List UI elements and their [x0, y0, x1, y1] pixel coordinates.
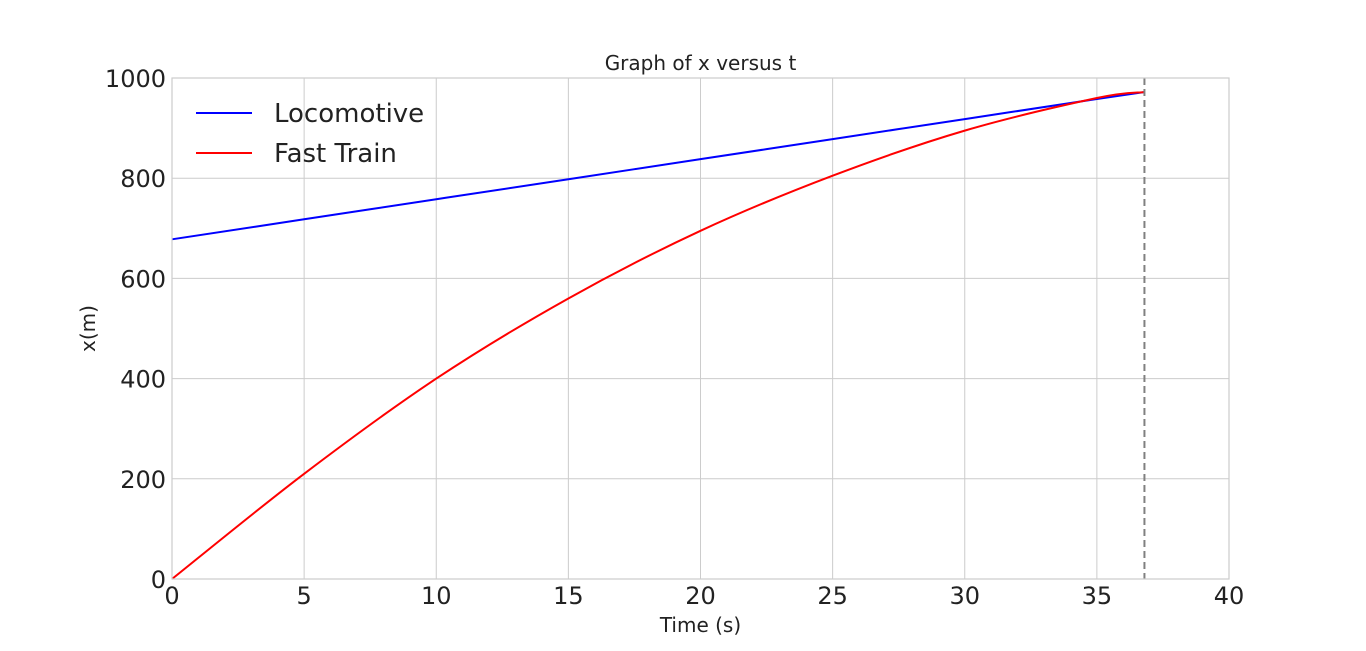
fast-train-line [171, 91, 1145, 580]
x-tick-label: 30 [949, 582, 980, 610]
x-tick-label: 35 [1082, 582, 1113, 610]
x-tick-label: 0 [164, 582, 179, 610]
chart-title: Graph of x versus t [605, 51, 797, 75]
x-tick-label: 10 [421, 582, 452, 610]
y-tick-label: 200 [120, 466, 166, 494]
x-tick-label: 5 [296, 582, 311, 610]
y-tick-label: 600 [120, 265, 166, 293]
y-tick-label: 1000 [105, 65, 166, 93]
y-tick-label: 400 [120, 366, 166, 394]
legend-label-fast-train: Fast Train [274, 139, 397, 169]
x-tick-label: 25 [817, 582, 848, 610]
x-tick-label: 40 [1214, 582, 1245, 610]
y-tick-label: 800 [120, 165, 166, 193]
x-tick-label: 15 [553, 582, 584, 610]
x-axis-label: Time (s) [659, 613, 741, 637]
plot-frame [171, 77, 1230, 580]
x-tick-label: 20 [685, 582, 716, 610]
y-tick-label: 0 [151, 566, 166, 594]
legend: Locomotive Fast Train [196, 99, 424, 169]
legend-label-locomotive: Locomotive [274, 99, 424, 129]
y-axis-label: x(m) [76, 305, 100, 352]
locomotive-line [171, 91, 1145, 241]
series-layer [171, 91, 1145, 580]
